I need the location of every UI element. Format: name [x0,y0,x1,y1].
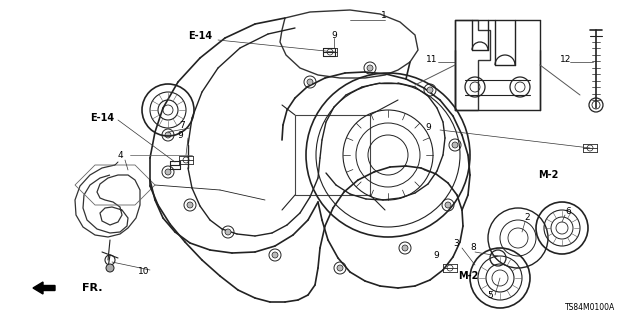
Text: 2: 2 [524,213,530,222]
Text: 6: 6 [565,207,571,217]
FancyArrow shape [33,282,55,294]
Text: 9: 9 [177,131,183,140]
Text: 10: 10 [138,268,150,276]
Circle shape [165,169,171,175]
Circle shape [165,132,171,138]
Circle shape [187,202,193,208]
Circle shape [272,252,278,258]
Text: TS84M0100A: TS84M0100A [564,303,615,312]
Text: 7: 7 [179,121,185,130]
Text: 11: 11 [426,55,438,65]
Text: 9: 9 [425,124,431,132]
Circle shape [402,245,408,251]
Text: 4: 4 [117,150,123,159]
Text: 8: 8 [470,244,476,252]
Circle shape [225,229,231,235]
Circle shape [337,265,343,271]
Circle shape [367,65,373,71]
Text: M-2: M-2 [458,271,478,281]
Text: FR.: FR. [82,283,102,293]
Text: E-14: E-14 [188,31,212,41]
Text: 12: 12 [560,55,572,65]
Text: 1: 1 [381,12,387,20]
Text: 5: 5 [487,291,493,300]
Text: 9: 9 [433,251,439,260]
Circle shape [427,87,433,93]
Circle shape [445,202,451,208]
Circle shape [452,142,458,148]
Text: M-2: M-2 [538,170,558,180]
Text: 3: 3 [453,239,459,249]
Circle shape [307,79,313,85]
Circle shape [106,264,114,272]
Text: E-14: E-14 [90,113,114,123]
Text: 9: 9 [331,30,337,39]
